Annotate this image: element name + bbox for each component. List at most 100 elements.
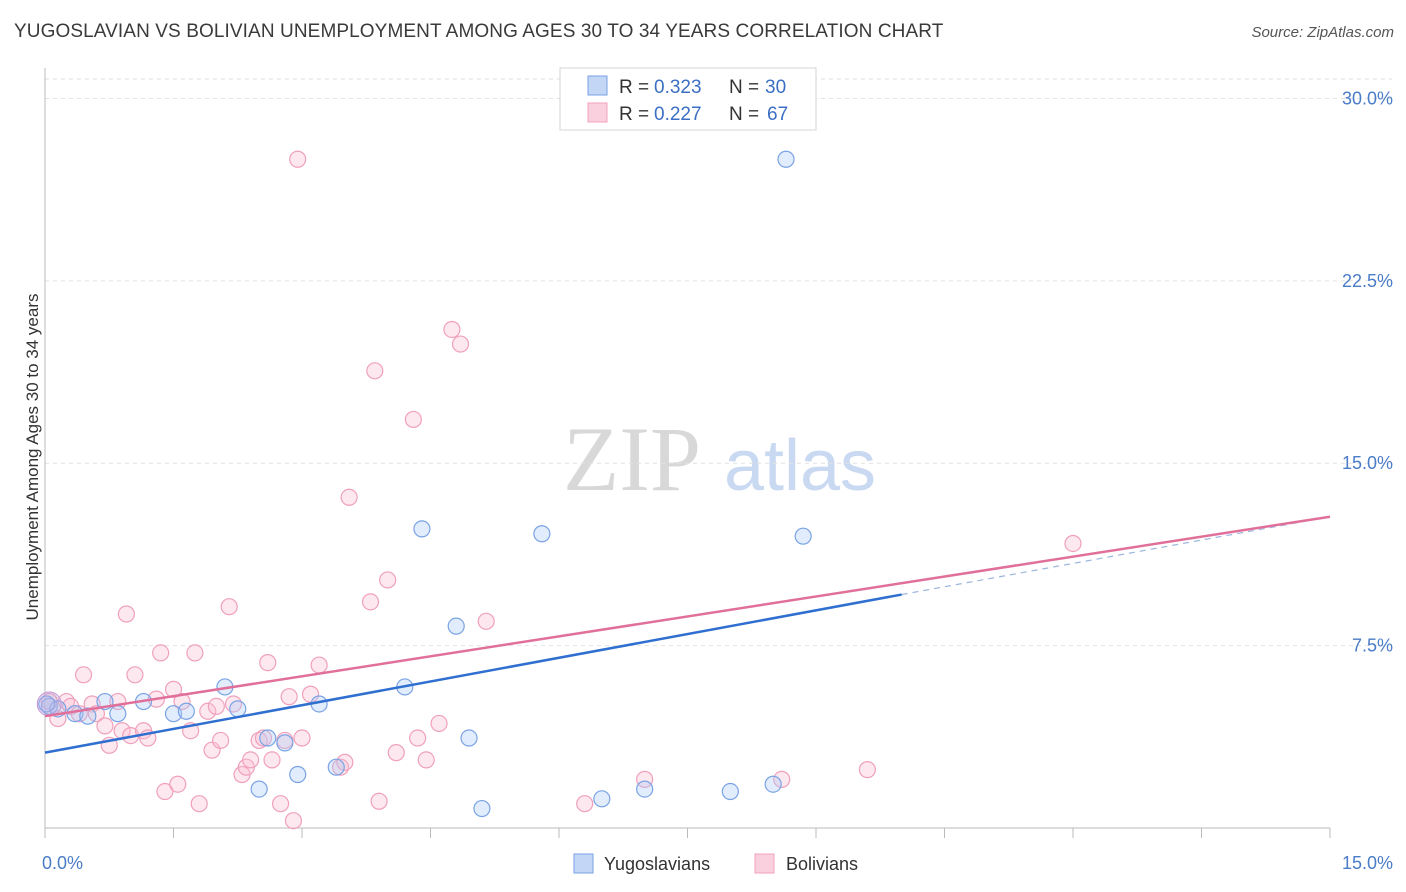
bolivians-point (156, 782, 174, 801)
yugoslavians-point (593, 790, 611, 808)
yugoslavians-point (533, 525, 551, 543)
bolivians-point (242, 751, 260, 769)
yugoslavians-point (721, 782, 739, 801)
legend-n-value-2: 67 (767, 104, 788, 125)
bolivians-point (203, 741, 221, 759)
bottom-legend-swatch-yugoslavians (573, 853, 594, 874)
yugoslavians-point (327, 758, 345, 776)
bolivians-point (254, 729, 273, 747)
bolivians-points (40, 150, 1082, 830)
legend-r-label-2: R = (619, 104, 649, 125)
bolivians-point (152, 644, 170, 662)
legend-swatch-bolivians (587, 102, 608, 123)
yugoslavians-point (276, 734, 294, 752)
yugoslavians-point (289, 765, 307, 784)
bolivians-point (212, 731, 230, 750)
legend-r-value-1: 0.323 (654, 77, 702, 98)
bolivians-point (361, 593, 380, 611)
bolivians-point (284, 812, 303, 830)
bolivians-point (773, 770, 791, 788)
bolivians-point (301, 685, 320, 703)
bolivians-point (404, 410, 422, 429)
bolivians-point (451, 335, 470, 353)
cluster-point (36, 691, 62, 717)
chart-title: YUGOSLAVIAN VS BOLIVIAN UNEMPLOYMENT AMO… (14, 21, 944, 42)
bolivians-point (370, 792, 388, 810)
bolivians-point (126, 666, 144, 684)
bolivians-point (199, 702, 217, 720)
bolivians-point (117, 605, 135, 623)
stats-legend: R = 0.323 N = 30 R = 0.227 N = 67 (559, 67, 817, 131)
bolivians-point (417, 751, 435, 769)
bolivians-point (310, 656, 328, 674)
yugoslavians-point (460, 729, 478, 747)
bolivians-point (477, 612, 495, 630)
bolivians-point (293, 729, 311, 747)
bolivians-point (271, 795, 290, 813)
yugoslavians-point (109, 705, 127, 723)
legend-r-label-1: R = (619, 77, 649, 98)
bolivians-point (280, 688, 298, 706)
yugoslavians-point (250, 780, 268, 798)
x-tick-label-min: 0.0% (42, 853, 83, 873)
bolivians-point (220, 598, 238, 616)
yugoslavians-point (229, 700, 247, 718)
bottom-legend-label-yugoslavians: Yugoslavians (604, 854, 710, 874)
bolivians-point (858, 761, 877, 779)
legend-n-label-1: N = (729, 77, 759, 98)
bolivians-point (173, 692, 191, 711)
bolivians-trend-line (44, 515, 1331, 718)
series-legend: Yugoslavians Bolivians (573, 853, 858, 874)
gridlines (45, 78, 1392, 647)
bolivians-point (340, 488, 358, 506)
watermark-zip: ZIP (563, 408, 701, 510)
bolivians-point (259, 654, 277, 672)
yugoslavians-point (473, 799, 491, 818)
chart-source: Source: ZipAtlas.com (1251, 24, 1394, 41)
bolivians-point (576, 795, 594, 813)
bolivians-point (636, 770, 654, 788)
bolivians-point (190, 795, 208, 813)
y-tick-label: 30.0% (1342, 88, 1393, 108)
yugoslavians-point (259, 729, 277, 747)
x-tick-label-max: 15.0% (1342, 853, 1393, 873)
legend-n-value-1: 30 (765, 77, 786, 98)
legend-n-label-2: N = (729, 104, 759, 125)
yugoslavians-point (764, 775, 782, 793)
bottom-legend-swatch-bolivians (754, 853, 775, 874)
bolivians-point (443, 320, 461, 339)
y-axis-label: Unemployment Among Ages 30 to 34 years (23, 294, 42, 621)
bolivians-point (207, 697, 225, 716)
trend-lines (44, 515, 1331, 754)
bolivians-point (366, 362, 384, 380)
y-tick-label: 7.5% (1352, 636, 1393, 656)
legend-r-value-2: 0.227 (654, 104, 702, 125)
axes (44, 68, 1331, 838)
bolivians-point (263, 751, 281, 769)
watermark: ZIP atlas (563, 408, 876, 510)
bolivians-point (409, 729, 427, 747)
bolivians-point (430, 714, 448, 733)
yugoslavians-point (794, 527, 812, 545)
bolivians-point (169, 775, 187, 793)
yugoslavians-trend-extension (901, 516, 1331, 596)
yugoslavians-point (177, 702, 195, 720)
bolivians-point (289, 150, 307, 168)
bolivians-point (186, 644, 204, 662)
y-tick-label: 15.0% (1342, 453, 1393, 473)
yugoslavians-point (38, 695, 56, 713)
bolivians-point (96, 717, 114, 735)
bolivians-point (336, 753, 354, 771)
x-tick-labels: 0.0% 15.0% (42, 853, 1393, 873)
yugoslavians-points (36, 150, 812, 818)
y-tick-labels: 7.5% 15.0% 22.5% 30.0% (1342, 88, 1393, 655)
bolivians-point (379, 571, 397, 589)
yugoslavians-point (413, 520, 431, 538)
yugoslavians-point (164, 705, 183, 723)
bolivians-point (387, 744, 405, 762)
yugoslavians-point (447, 617, 465, 635)
yugoslavians-point (777, 150, 795, 168)
yugoslavians-trend-line (44, 593, 902, 754)
y-tick-label: 22.5% (1342, 271, 1393, 291)
